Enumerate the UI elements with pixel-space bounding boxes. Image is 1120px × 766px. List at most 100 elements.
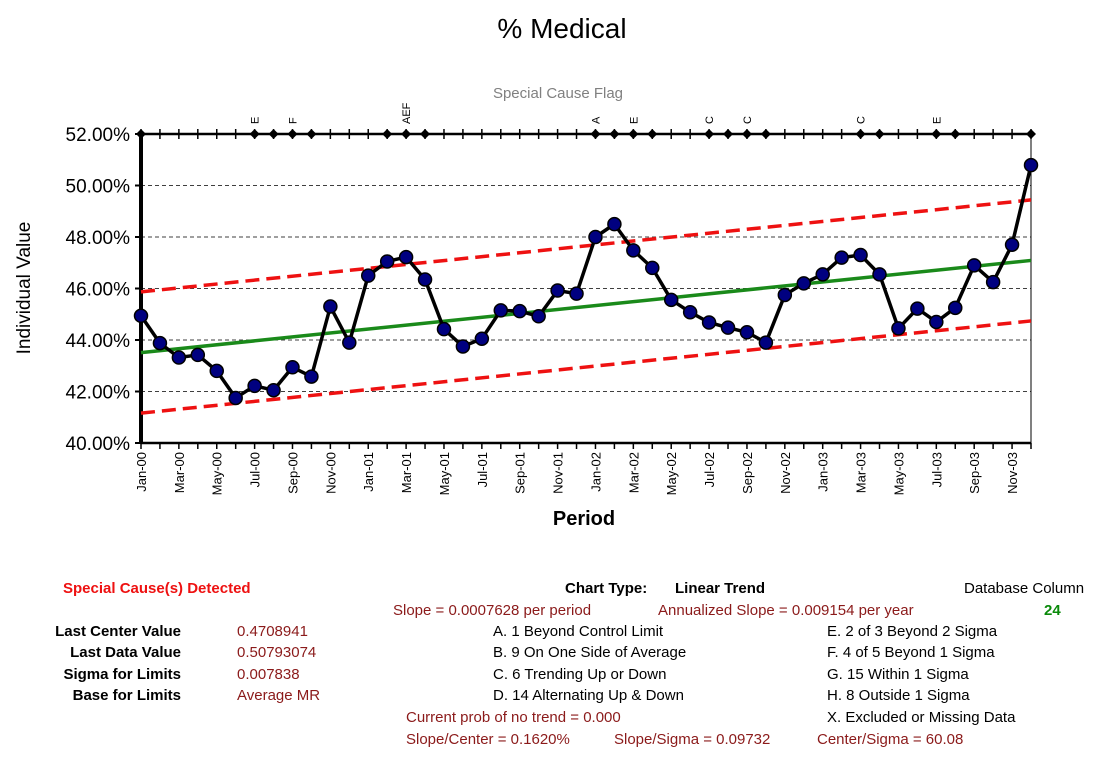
x-axis-label: Period <box>553 508 615 530</box>
x-tick-label: Mar-03 <box>854 452 869 493</box>
data-point <box>910 301 925 316</box>
flag-label: E <box>931 117 943 124</box>
data-point <box>777 287 793 303</box>
data-point <box>853 247 868 263</box>
data-point <box>304 369 319 384</box>
rule-d: D. 14 Alternating Up & Down <box>493 687 684 704</box>
data-point <box>531 309 546 324</box>
slope-text: Slope = 0.0007628 per period <box>393 602 592 619</box>
data-point <box>1023 157 1039 173</box>
data-point <box>360 268 376 283</box>
stat-value: Average MR <box>237 687 321 704</box>
data-point <box>569 286 584 301</box>
data-point <box>474 331 490 346</box>
data-point <box>247 378 262 394</box>
flag-marker <box>382 129 393 139</box>
x-tick-label: May-03 <box>891 452 906 495</box>
flag-label: C <box>856 116 868 124</box>
flag-marker <box>401 129 412 139</box>
flag-label: C <box>704 116 716 124</box>
flag-marker <box>287 129 298 139</box>
rule-f: F. 4 of 5 Beyond 1 Sigma <box>827 644 995 661</box>
x-tick-label: Sep-02 <box>740 452 755 494</box>
rule-e: E. 2 of 3 Beyond 2 Sigma <box>827 623 998 640</box>
x-tick-label: Nov-00 <box>323 452 338 494</box>
x-tick-label: Jan-01 <box>361 452 376 492</box>
y-tick-label: 46.00% <box>66 280 131 301</box>
x-tick-label: Mar-00 <box>172 452 187 493</box>
data-point <box>398 249 414 265</box>
flag-marker <box>136 129 146 139</box>
x-tick-label: May-02 <box>664 452 679 495</box>
x-tick-label: Jul-03 <box>929 452 944 487</box>
flag-marker <box>628 129 639 139</box>
y-tick-label: 44.00% <box>66 331 131 352</box>
x-tick-label: Jan-02 <box>588 452 603 492</box>
chart-subtitle: Special Cause Flag <box>493 85 623 102</box>
flag-marker <box>420 129 431 139</box>
data-point <box>948 300 963 316</box>
flag-marker <box>741 129 752 139</box>
data-point <box>626 243 641 258</box>
data-point <box>493 303 509 318</box>
data-point <box>796 276 812 291</box>
data-point <box>720 320 736 335</box>
data-point <box>815 267 830 282</box>
data-point <box>190 347 206 363</box>
data-point <box>550 283 565 298</box>
data-point <box>379 254 395 269</box>
x-tick-label: Sep-00 <box>285 452 300 494</box>
data-point <box>645 260 660 276</box>
prob-no-trend: Current prob of no trend = 0.000 <box>406 709 621 726</box>
flag-label: E <box>628 117 640 124</box>
data-point <box>758 335 774 350</box>
data-point <box>323 299 338 314</box>
rule-b: B. 9 On One Side of Average <box>493 644 687 661</box>
data-point <box>436 321 452 337</box>
x-tick-label: Jul-00 <box>248 452 263 487</box>
flag-marker <box>950 129 961 139</box>
data-point <box>701 315 717 330</box>
y-axis-label: Individual Value <box>14 222 35 355</box>
flag-marker <box>704 129 715 139</box>
series-line <box>139 164 1033 400</box>
flag-label: A <box>590 116 602 124</box>
center-line <box>140 258 1032 355</box>
data-point <box>455 339 471 354</box>
y-tick-label: 50.00% <box>66 177 131 198</box>
chart-type-value: Linear Trend <box>675 580 766 597</box>
upper-control-limit <box>140 198 1032 294</box>
stat-label: Last Center Value <box>55 623 181 640</box>
data-point <box>607 216 622 232</box>
flag-label: AEF <box>401 102 413 124</box>
data-point <box>209 363 224 379</box>
x-tick-label: May-00 <box>210 452 225 495</box>
x-tick-label: Nov-01 <box>551 452 566 494</box>
data-point <box>929 314 944 330</box>
x-tick-label: Jul-02 <box>702 452 717 487</box>
flag-label: C <box>742 116 754 124</box>
flag-marker <box>647 129 658 139</box>
data-point <box>588 229 603 245</box>
flag-label: E <box>250 117 262 124</box>
flag-marker <box>723 129 734 139</box>
flag-marker <box>874 129 885 139</box>
flag-label: F <box>287 117 299 124</box>
data-point <box>285 360 300 375</box>
stat-label: Last Data Value <box>70 644 181 661</box>
flag-marker <box>306 129 317 139</box>
rule-a: A. 1 Beyond Control Limit <box>493 623 664 640</box>
x-tick-label: Sep-01 <box>513 452 528 494</box>
data-point <box>417 272 433 287</box>
stat-value: 0.007838 <box>237 666 300 683</box>
x-tick-label: May-01 <box>437 452 452 495</box>
flag-marker <box>855 129 866 139</box>
data-point <box>342 335 357 350</box>
data-point <box>739 325 755 340</box>
data-point <box>966 258 982 273</box>
special-cause-detected: Special Cause(s) Detected <box>63 580 251 597</box>
data-point <box>985 274 1001 290</box>
data-point <box>133 308 149 324</box>
data-point <box>512 303 527 319</box>
y-tick-label: 40.00% <box>66 434 131 455</box>
